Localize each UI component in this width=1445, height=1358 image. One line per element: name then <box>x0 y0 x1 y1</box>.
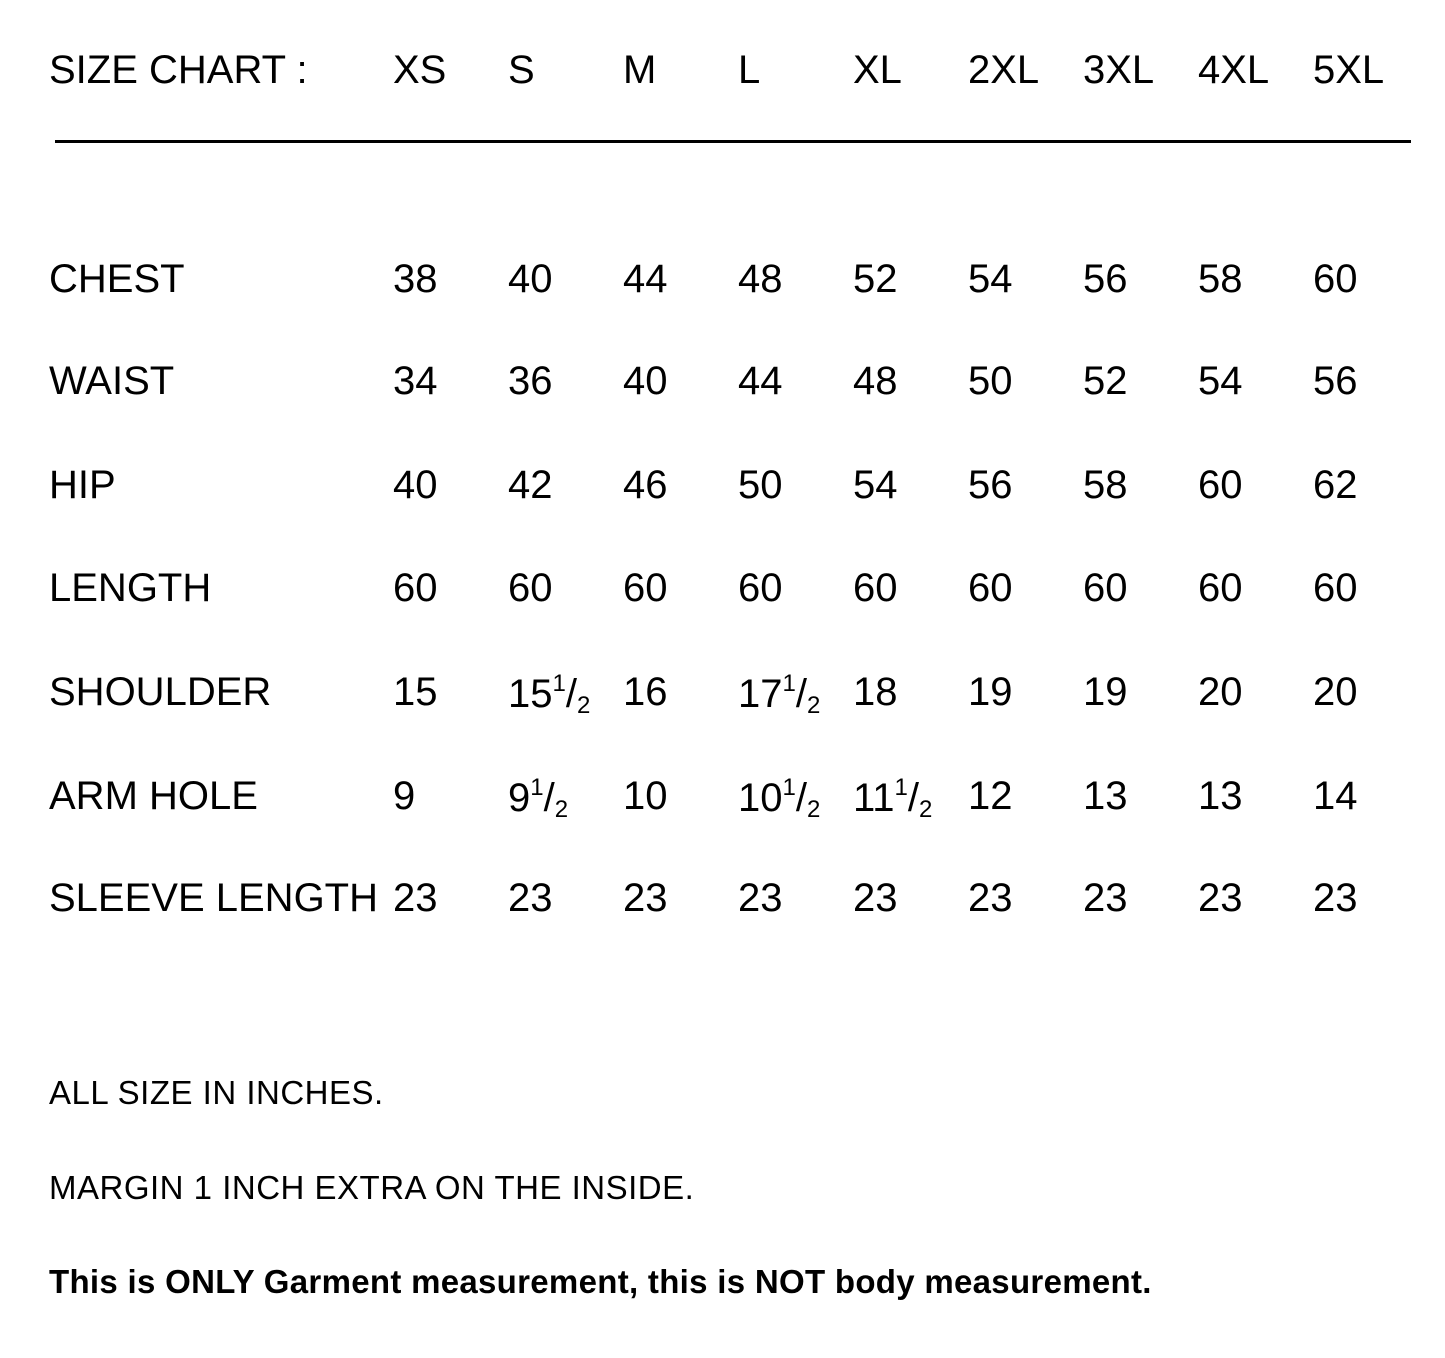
measurement-value: 48 <box>853 359 898 403</box>
measurement-value: 23 <box>968 876 1013 920</box>
measurement-value: 54 <box>1198 359 1243 403</box>
margin-note: MARGIN 1 INCH EXTRA ON THE INSIDE. <box>49 1169 695 1206</box>
row-label: HIP <box>49 463 116 507</box>
measurement-value: 16 <box>623 670 668 714</box>
measurement-value: 101/2 <box>738 774 821 823</box>
size-header-xl: XL <box>853 48 902 92</box>
measurement-value: 60 <box>853 566 898 610</box>
measurement-value: 42 <box>508 463 553 507</box>
measurement-value: 60 <box>1198 566 1243 610</box>
measurement-value: 23 <box>623 876 668 920</box>
measurement-value: 56 <box>968 463 1013 507</box>
measurement-value: 54 <box>968 257 1013 301</box>
measurement-value: 151/2 <box>508 670 591 719</box>
measurement-value: 52 <box>1083 359 1128 403</box>
measurement-value: 36 <box>508 359 553 403</box>
measurement-value: 60 <box>623 566 668 610</box>
measurement-value: 44 <box>738 359 783 403</box>
measurement-value: 46 <box>623 463 668 507</box>
units-note: ALL SIZE IN INCHES. <box>49 1074 384 1111</box>
header-divider <box>55 140 1411 143</box>
size-header-xs: XS <box>393 48 447 92</box>
size-chart-title: SIZE CHART : <box>49 48 308 92</box>
row-label: WAIST <box>49 359 175 403</box>
measurement-value: 23 <box>508 876 553 920</box>
measurement-value: 91/2 <box>508 774 569 823</box>
measurement-value: 60 <box>1313 257 1358 301</box>
measurement-value: 60 <box>1198 463 1243 507</box>
measurement-value: 23 <box>738 876 783 920</box>
measurement-value: 56 <box>1083 257 1128 301</box>
measurement-value: 38 <box>393 257 438 301</box>
measurement-value: 60 <box>968 566 1013 610</box>
measurement-value: 23 <box>1313 876 1358 920</box>
measurement-value: 54 <box>853 463 898 507</box>
row-label: SHOULDER <box>49 670 272 714</box>
disclaimer-note: This is ONLY Garment measurement, this i… <box>49 1263 1152 1300</box>
size-header-m: M <box>623 48 657 92</box>
measurement-value: 40 <box>623 359 668 403</box>
measurement-value: 12 <box>968 774 1013 818</box>
measurement-value: 60 <box>1083 566 1128 610</box>
measurement-value: 52 <box>853 257 898 301</box>
measurement-value: 34 <box>393 359 438 403</box>
measurement-value: 60 <box>393 566 438 610</box>
size-header-5xl: 5XL <box>1313 48 1385 92</box>
measurement-value: 60 <box>738 566 783 610</box>
measurement-value: 13 <box>1198 774 1243 818</box>
measurement-value: 20 <box>1198 670 1243 714</box>
measurement-value: 60 <box>508 566 553 610</box>
measurement-value: 60 <box>1313 566 1358 610</box>
measurement-value: 9 <box>393 774 416 818</box>
measurement-value: 18 <box>853 670 898 714</box>
row-label: SLEEVE LENGTH <box>49 876 379 920</box>
measurement-value: 48 <box>738 257 783 301</box>
measurement-value: 19 <box>1083 670 1128 714</box>
size-header-l: L <box>738 48 761 92</box>
measurement-value: 23 <box>393 876 438 920</box>
size-header-3xl: 3XL <box>1083 48 1155 92</box>
size-header-4xl: 4XL <box>1198 48 1270 92</box>
measurement-value: 40 <box>508 257 553 301</box>
measurement-value: 20 <box>1313 670 1358 714</box>
measurement-value: 50 <box>738 463 783 507</box>
measurement-value: 23 <box>1083 876 1128 920</box>
row-label: CHEST <box>49 257 185 301</box>
measurement-value: 23 <box>1198 876 1243 920</box>
measurement-value: 58 <box>1198 257 1243 301</box>
measurement-value: 44 <box>623 257 668 301</box>
measurement-value: 111/2 <box>853 774 933 823</box>
measurement-value: 40 <box>393 463 438 507</box>
measurement-value: 23 <box>853 876 898 920</box>
measurement-value: 15 <box>393 670 438 714</box>
measurement-value: 62 <box>1313 463 1358 507</box>
measurement-value: 10 <box>623 774 668 818</box>
measurement-value: 58 <box>1083 463 1128 507</box>
size-header-2xl: 2XL <box>968 48 1040 92</box>
measurement-value: 56 <box>1313 359 1358 403</box>
row-label: ARM HOLE <box>49 774 258 818</box>
measurement-value: 14 <box>1313 774 1358 818</box>
measurement-value: 19 <box>968 670 1013 714</box>
measurement-value: 171/2 <box>738 670 821 719</box>
size-header-s: S <box>508 48 535 92</box>
row-label: LENGTH <box>49 566 212 610</box>
measurement-value: 50 <box>968 359 1013 403</box>
measurement-value: 13 <box>1083 774 1128 818</box>
